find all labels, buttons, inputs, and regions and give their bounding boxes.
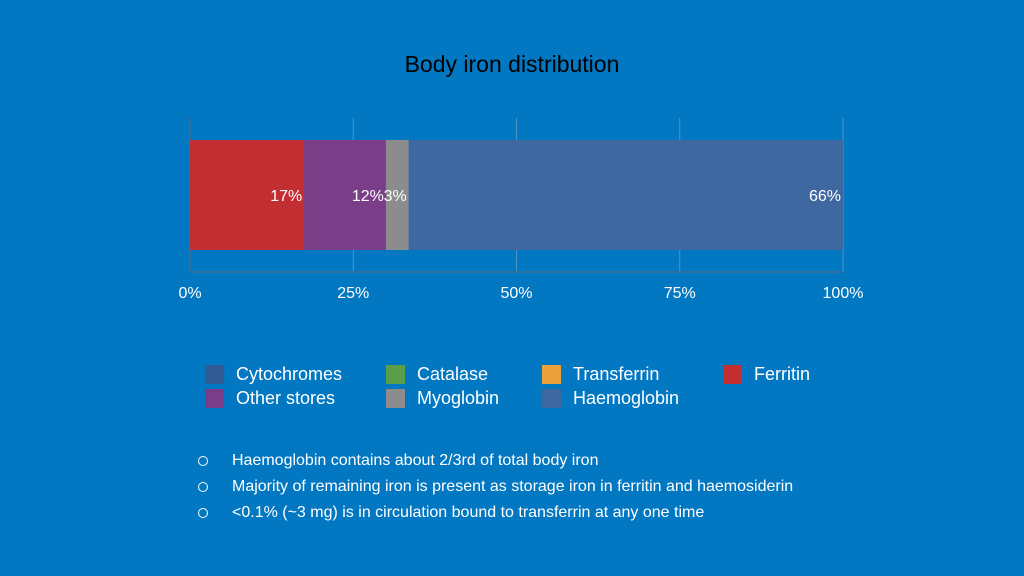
note-item: Majority of remaining iron is present as… [198, 474, 793, 500]
bar-segment-haemoglobin [408, 140, 843, 250]
legend-label: Haemoglobin [573, 388, 680, 408]
legend-swatch [542, 389, 561, 408]
x-tick-label: 75% [664, 285, 696, 302]
circle-bullet-icon [198, 456, 208, 466]
legend-item: Other stores [205, 387, 386, 410]
chart-tick-labels: 0% 25% 50% 75% 100% [178, 285, 863, 302]
note-item: <0.1% (~3 mg) is in circulation bound to… [198, 500, 793, 526]
bar-segment-ferritin [190, 140, 305, 250]
bar-segment-other-stores [304, 140, 386, 250]
circle-bullet-icon [198, 482, 208, 492]
note-item: Haemoglobin contains about 2/3rd of tota… [198, 448, 793, 474]
x-tick-label: 25% [337, 285, 369, 302]
bar-data-label: 17% [270, 188, 302, 205]
legend-swatch [723, 365, 742, 384]
x-tick-label: 100% [823, 285, 864, 302]
legend-swatch [205, 365, 224, 384]
legend-swatch [542, 365, 561, 384]
note-text: <0.1% (~3 mg) is in circulation bound to… [232, 504, 705, 521]
legend-swatch [205, 389, 224, 408]
bar-data-label: 66% [809, 188, 841, 205]
legend-label: Ferritin [754, 364, 811, 384]
chart-bar-labels: 17% 12% 3% 66% [270, 188, 841, 205]
legend-label: Other stores [236, 388, 336, 408]
x-tick-label: 0% [178, 285, 201, 302]
legend-item: Cytochromes [205, 363, 386, 386]
legend-item: Haemoglobin [542, 387, 723, 410]
chart-legend: Cytochromes Catalase Transferrin Ferritin Ot… [205, 363, 843, 410]
chart-bars [190, 140, 843, 250]
note-text: Majority of remaining iron is present as… [232, 478, 794, 495]
bar-segment-myoglobin [385, 140, 409, 250]
stacked-bar-chart: Body iron distribution 17% 12% 3% 66% 0% 25%… [178, 51, 863, 302]
legend-swatch [386, 365, 405, 384]
legend-item: Ferritin [723, 363, 843, 386]
legend-label: Myoglobin [417, 388, 500, 408]
bar-data-label: 12% [352, 188, 384, 205]
legend-item: Myoglobin [386, 387, 542, 410]
legend-label: Catalase [417, 364, 489, 384]
legend-item: Catalase [386, 363, 542, 386]
legend-swatch [386, 389, 405, 408]
circle-bullet-icon [198, 508, 208, 518]
legend-label: Cytochromes [236, 364, 343, 384]
notes-list: Haemoglobin contains about 2/3rd of tota… [198, 448, 793, 526]
x-tick-label: 50% [500, 285, 532, 302]
bar-data-label: 3% [384, 188, 407, 205]
legend-label: Transferrin [573, 364, 660, 384]
legend-item: Transferrin [542, 363, 723, 386]
chart-title: Body iron distribution [405, 51, 620, 77]
note-text: Haemoglobin contains about 2/3rd of tota… [232, 452, 599, 469]
